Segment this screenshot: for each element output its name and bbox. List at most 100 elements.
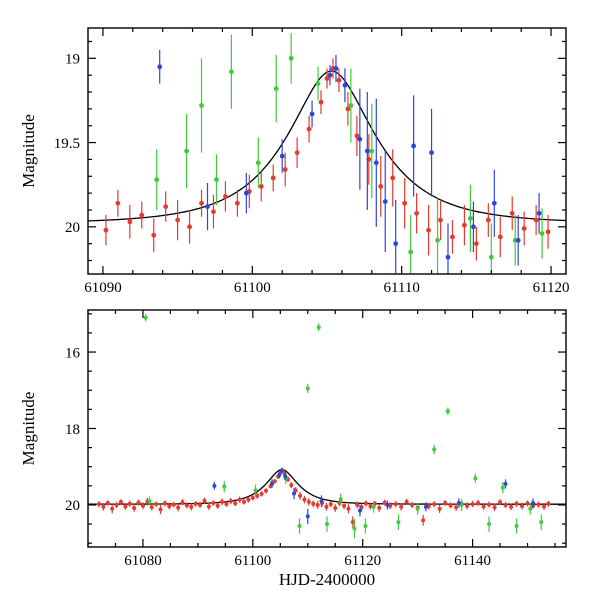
- data-point: [357, 508, 362, 513]
- data-point: [255, 160, 261, 166]
- x-tick-label: 61100: [234, 553, 271, 569]
- data-point: [450, 234, 455, 240]
- data-point: [342, 82, 348, 88]
- data-point: [199, 200, 204, 206]
- series-blue: [212, 467, 536, 525]
- data-point: [536, 210, 542, 216]
- data-point: [348, 103, 354, 108]
- data-point: [445, 409, 450, 414]
- data-point: [103, 227, 109, 233]
- data-point: [289, 483, 294, 488]
- data-point: [243, 190, 249, 196]
- data-point: [470, 502, 475, 507]
- data-area: [88, 33, 566, 274]
- data-point: [294, 150, 300, 156]
- data-point: [115, 200, 121, 206]
- data-point: [491, 200, 497, 206]
- data-point: [214, 177, 219, 183]
- data-point: [101, 504, 106, 509]
- data-point: [293, 488, 298, 493]
- data-point: [488, 254, 494, 260]
- data-point: [136, 500, 141, 505]
- tick-labels: 61080 61100 61120 61140 16 18 20: [65, 345, 491, 569]
- data-point: [393, 241, 399, 247]
- data-point: [154, 502, 159, 507]
- data-point: [273, 86, 279, 92]
- data-point: [521, 226, 527, 231]
- y-axis-label: Magnitude: [19, 392, 38, 466]
- data-point: [250, 495, 255, 500]
- data-point: [158, 507, 163, 512]
- data-point: [246, 497, 251, 502]
- data-point: [162, 501, 167, 506]
- data-point: [279, 153, 285, 159]
- data-point: [396, 520, 401, 525]
- data-point: [438, 217, 443, 223]
- y-tick-label: 16: [65, 345, 81, 361]
- data-point: [229, 69, 234, 75]
- ticks: [87, 310, 566, 547]
- data-point: [342, 503, 347, 508]
- data-point: [542, 504, 547, 509]
- data-point: [258, 183, 264, 189]
- data-area: [88, 313, 566, 539]
- data-point: [123, 504, 128, 509]
- data-point: [110, 506, 115, 511]
- data-point: [443, 501, 448, 506]
- data-point: [253, 488, 258, 493]
- data-point: [176, 505, 181, 510]
- data-point: [184, 148, 189, 154]
- axes-frame: [87, 27, 567, 275]
- x-tick-label: 61090: [84, 280, 122, 296]
- data-point: [157, 64, 163, 70]
- data-point: [127, 501, 132, 506]
- x-tick-label: 61100: [234, 280, 271, 296]
- data-point: [105, 501, 110, 506]
- data-point: [423, 504, 428, 509]
- x-tick-label: 61080: [124, 553, 162, 569]
- data-point: [325, 522, 329, 527]
- data-point: [309, 111, 315, 117]
- data-point: [357, 136, 363, 142]
- data-point: [364, 148, 370, 154]
- tick-labels: 61090 61100 61110 61120 19 19.5 20: [54, 52, 570, 296]
- series-green: [154, 33, 545, 274]
- data-point: [485, 217, 491, 223]
- data-point: [514, 523, 519, 528]
- y-tick-label: 19: [65, 52, 80, 68]
- data-point: [149, 505, 154, 510]
- data-point: [536, 502, 541, 507]
- data-point: [167, 504, 172, 509]
- data-point: [324, 76, 330, 81]
- data-point: [270, 481, 275, 486]
- data-point: [399, 504, 404, 509]
- x-tick-label: 61140: [454, 553, 491, 569]
- data-point: [509, 504, 514, 509]
- data-point: [118, 499, 123, 504]
- data-point: [473, 476, 478, 481]
- data-point: [333, 506, 338, 511]
- data-point: [315, 81, 321, 87]
- y-tick-label: 18: [65, 422, 80, 438]
- data-point: [180, 500, 185, 505]
- data-point: [206, 504, 211, 509]
- data-point: [498, 500, 503, 505]
- data-point: [193, 501, 198, 506]
- data-point: [359, 505, 364, 510]
- data-point: [448, 503, 453, 508]
- panel-top-zoom: 61090 61100 61110 61120 19 19.5 20 Magnitude: [19, 27, 570, 296]
- data-point: [318, 99, 324, 105]
- data-point: [283, 474, 288, 479]
- data-point: [233, 501, 238, 506]
- data-point: [432, 447, 437, 452]
- data-point: [198, 502, 203, 507]
- data-point: [127, 219, 133, 225]
- data-point: [297, 523, 302, 528]
- data-point: [139, 212, 145, 218]
- y-tick-label: 19.5: [54, 136, 80, 152]
- data-point: [154, 177, 160, 183]
- series-red: [103, 58, 551, 261]
- data-point: [355, 502, 360, 507]
